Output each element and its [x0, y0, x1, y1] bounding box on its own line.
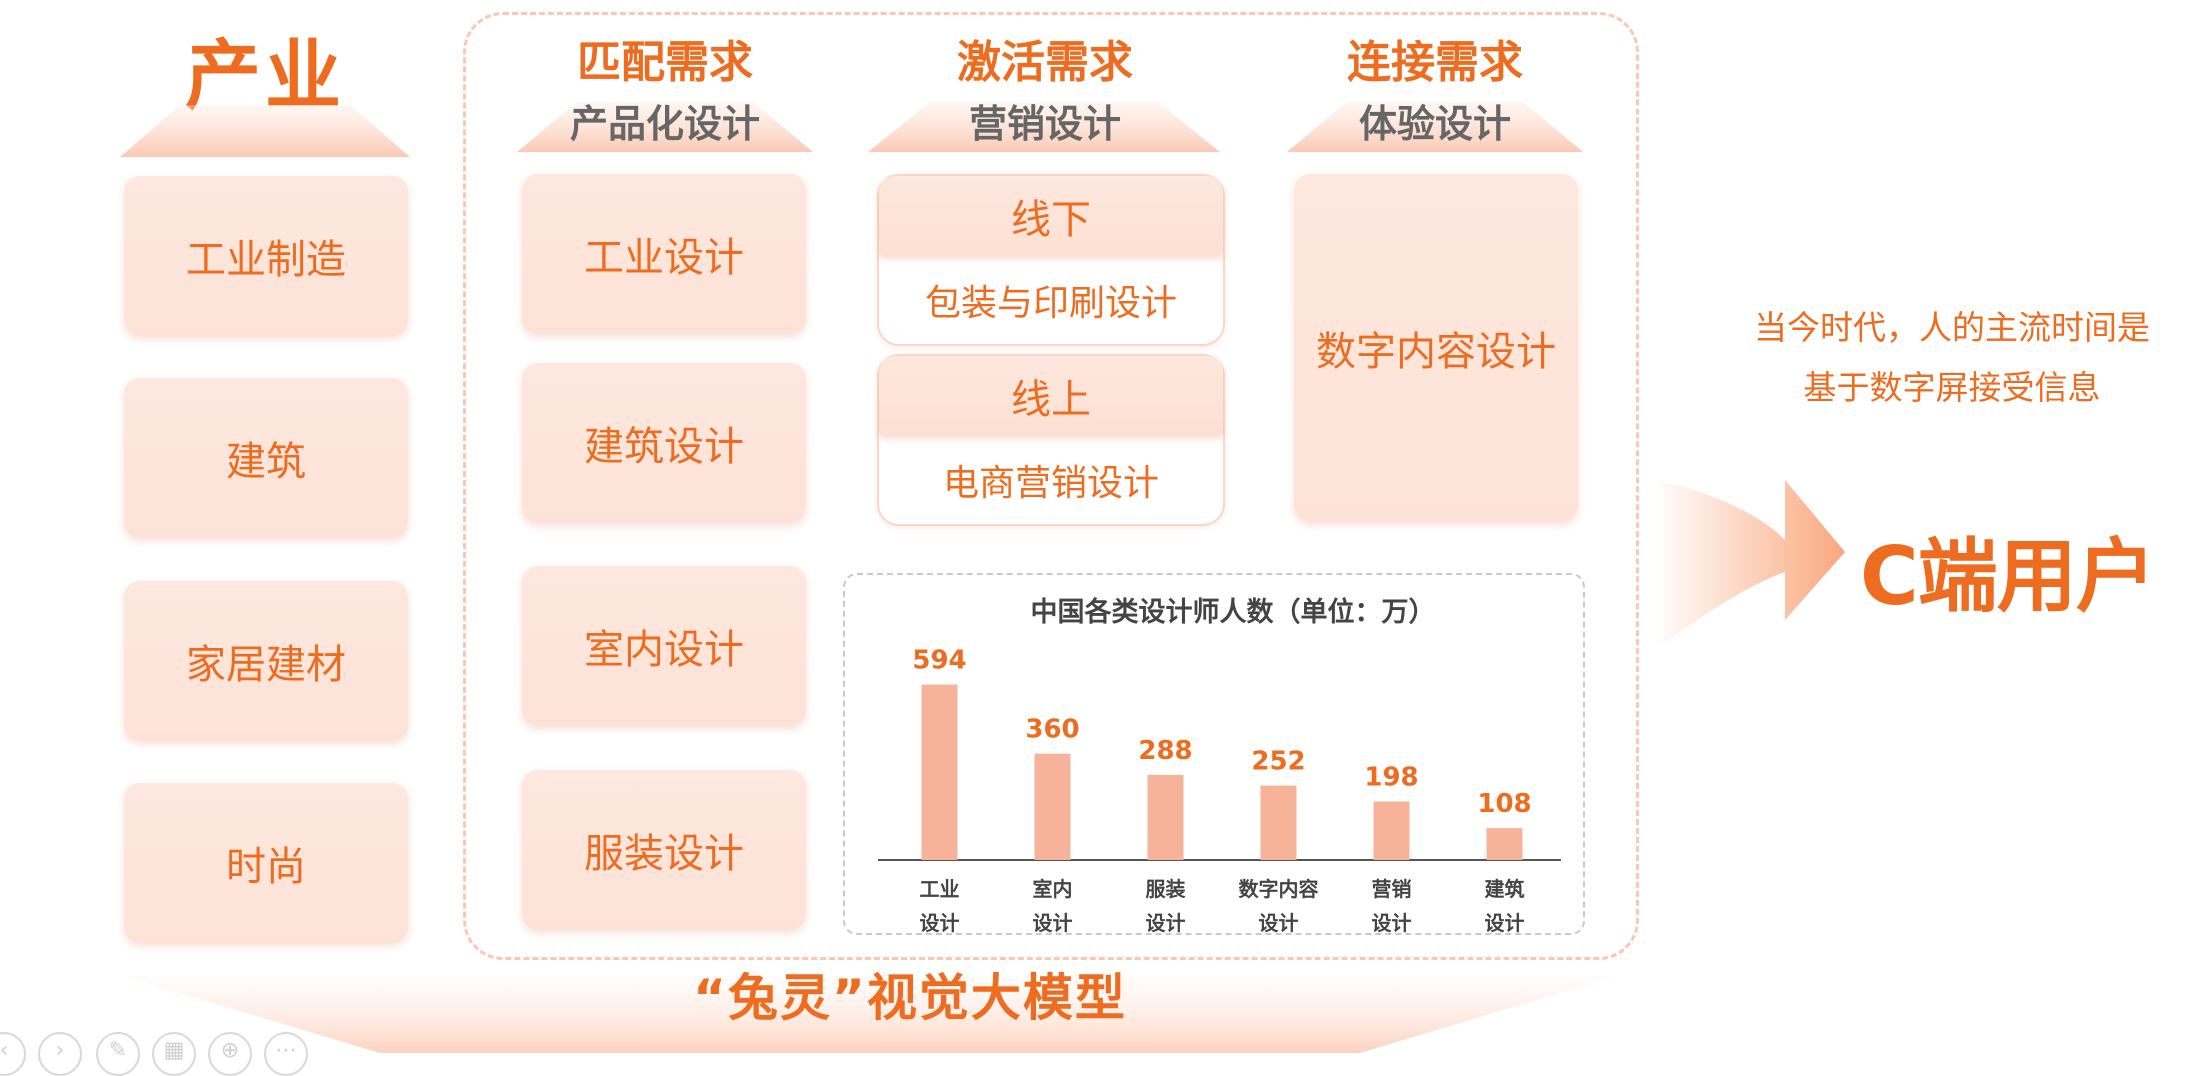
chart-value-label-3: 288	[1138, 736, 1192, 766]
arrow-to-users	[1655, 480, 1845, 650]
slides-icon[interactable]: ▦	[152, 1032, 196, 1076]
model-base-fan	[120, 975, 1620, 1053]
chart-value-label-4: 252	[1251, 747, 1305, 777]
marketing-online-label: 线上	[879, 356, 1223, 436]
industry-card-home-materials: 家居建材	[124, 581, 408, 741]
chart-frame	[843, 573, 1585, 935]
marketing-card-offline: 线下 包装与印刷设计	[877, 174, 1225, 346]
column-1-title: 匹配需求	[577, 37, 753, 88]
model-name: “兔灵”视觉大模型	[693, 969, 1127, 1027]
pen-icon[interactable]: ✎	[96, 1032, 140, 1076]
prev-icon[interactable]: ‹	[0, 1032, 26, 1076]
product-card-interior: 室内设计	[522, 566, 806, 726]
target-users: C端用户	[1860, 530, 2156, 623]
chart-bar-6	[1486, 828, 1523, 860]
chart-category-label-2-2: 设计	[1033, 911, 1073, 935]
more-icon[interactable]: ⋯	[264, 1032, 308, 1076]
chart-bar-5	[1373, 801, 1410, 860]
product-card-fashion: 服装设计	[522, 770, 806, 930]
product-card-architecture: 建筑设计	[522, 363, 806, 523]
marketing-offline-label: 线下	[879, 176, 1223, 256]
chart-category-label-1-1: 工业	[920, 877, 960, 901]
chart-bar-3	[1147, 774, 1184, 860]
industry-card-construction: 建筑	[124, 378, 408, 538]
designer-count-chart: 中国各类设计师人数（单位：万） 594 工业设计 360 室内设计 288 服装设计 252 数…	[878, 596, 1561, 935]
chart-category-label-4-2: 设计	[1259, 911, 1299, 935]
note-text: 当今时代，人的主流时间是 基于数字屏接受信息	[1712, 298, 2192, 418]
marketing-card-online: 线上 电商营销设计	[877, 354, 1225, 526]
chart-bar-1	[921, 684, 958, 860]
chart-category-label-2-1: 室内	[1033, 877, 1073, 901]
chart-value-label-1: 594	[912, 646, 966, 676]
chart-value-label-5: 198	[1364, 763, 1418, 793]
marketing-offline-detail: 包装与印刷设计	[924, 283, 1177, 324]
design-container	[463, 12, 1639, 960]
chart-category-label-1-2: 设计	[920, 911, 960, 935]
industry-card-manufacturing: 工业制造	[124, 176, 408, 336]
column-2-subtitle: 营销设计	[968, 102, 1121, 146]
chart-title: 中国各类设计师人数（单位：万）	[1031, 596, 1436, 628]
product-card-industrial: 工业设计	[522, 174, 806, 334]
chart-category-label-5-1: 营销	[1372, 877, 1412, 901]
zoom-icon[interactable]: ⊕	[208, 1032, 252, 1076]
chart-category-label-4-1: 数字内容	[1239, 877, 1319, 901]
column-3-header-triangle	[1287, 102, 1583, 152]
chart-category-label-6-2: 设计	[1485, 911, 1525, 935]
column-2-header-triangle	[868, 102, 1220, 152]
marketing-online-detail: 电商营销设计	[942, 463, 1159, 504]
column-3-title: 连接需求	[1347, 37, 1523, 88]
next-icon[interactable]: ›	[38, 1032, 82, 1076]
chart-category-label-3-1: 服装	[1146, 877, 1186, 901]
chart-value-label-2: 360	[1025, 715, 1079, 745]
chart-bar-4	[1260, 785, 1297, 860]
industry-card-fashion: 时尚	[124, 783, 408, 943]
chart-category-label-5-2: 设计	[1372, 911, 1412, 935]
chart-bar-2	[1034, 753, 1071, 860]
chart-value-label-6: 108	[1477, 789, 1531, 819]
industry-header-triangle	[120, 105, 410, 157]
column-2-title: 激活需求	[957, 37, 1133, 88]
note-line-2: 基于数字屏接受信息	[1803, 368, 2101, 407]
column-3-subtitle: 体验设计	[1358, 102, 1511, 146]
chart-category-label-6-1: 建筑	[1485, 877, 1525, 901]
note-line-1: 当今时代，人的主流时间是	[1754, 308, 2150, 347]
experience-card-digital-content: 数字内容设计	[1294, 174, 1578, 522]
chart-category-label-3-2: 设计	[1146, 911, 1186, 935]
column-1-header-triangle	[517, 102, 813, 152]
column-1-subtitle: 产品化设计	[569, 102, 760, 146]
